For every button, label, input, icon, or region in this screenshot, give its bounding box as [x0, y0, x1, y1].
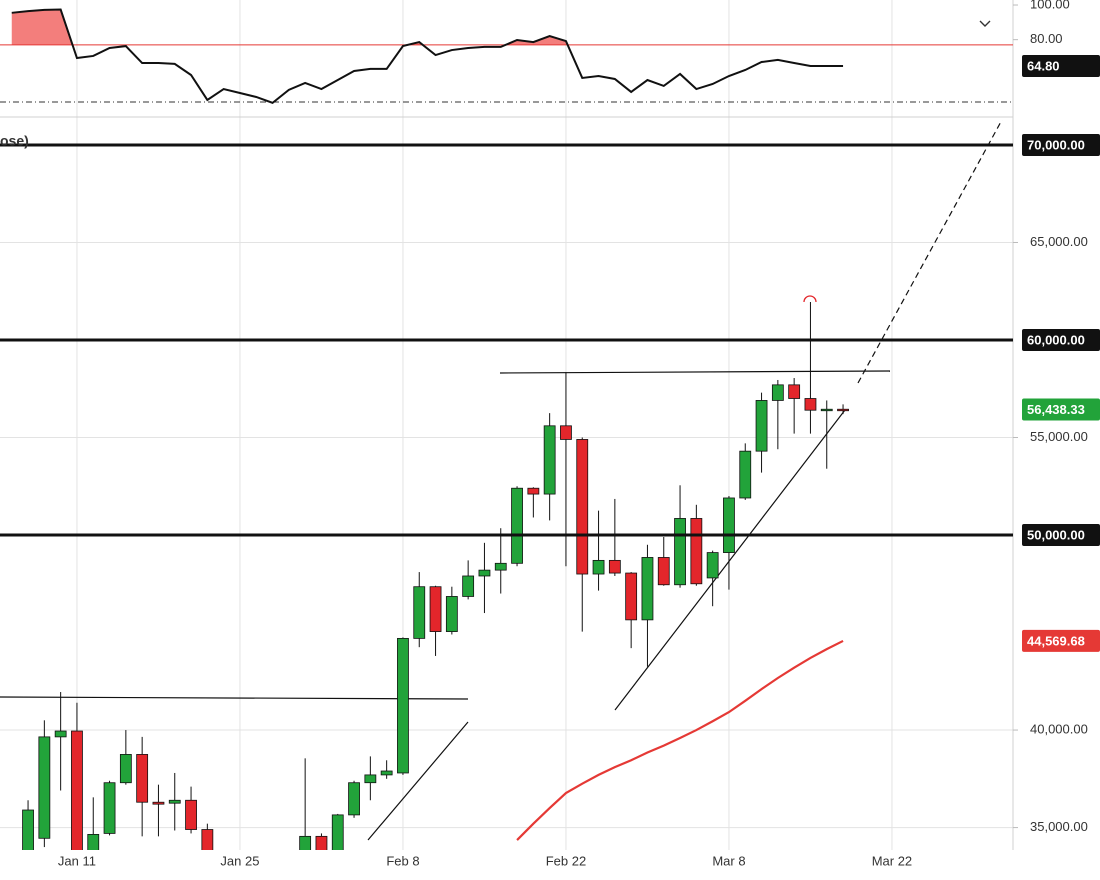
x-tick-label: Feb 22 — [546, 853, 586, 868]
y-tick-label: 35,000.00 — [1030, 819, 1088, 834]
candle-body — [690, 518, 703, 585]
price-label: 50,000.00 — [1027, 527, 1085, 542]
candle-body — [152, 801, 165, 805]
candle-body — [185, 799, 197, 830]
candle-body — [397, 637, 409, 774]
candle-body — [641, 557, 654, 621]
candle-body — [38, 736, 51, 839]
candle-body — [804, 398, 817, 411]
trendline — [367, 721, 469, 841]
candle-body — [331, 814, 344, 850]
candle-body — [413, 586, 426, 639]
candle-body — [625, 572, 638, 621]
candle-body — [445, 596, 458, 632]
chart-title: ose) — [0, 133, 29, 149]
y-tick-label: 80.00 — [1030, 31, 1063, 46]
x-tick-label: Jan 25 — [220, 853, 259, 868]
candle-body — [755, 400, 768, 452]
price-label: 70,000.00 — [1027, 137, 1085, 152]
x-tick-label: Mar 22 — [872, 853, 912, 868]
collapse-button[interactable] — [979, 20, 991, 27]
candle-body — [429, 586, 442, 632]
candle-body — [560, 425, 572, 440]
candle-body — [136, 754, 149, 803]
candle-body — [201, 829, 214, 850]
x-tick-label: Jan 11 — [58, 853, 96, 868]
trendline — [614, 409, 846, 711]
y-tick-label: 100.00 — [1030, 0, 1070, 11]
candle-body — [674, 518, 686, 586]
candle-body — [592, 559, 605, 575]
y-tick-label: 65,000.00 — [1030, 234, 1088, 249]
x-tick-label: Feb 8 — [386, 853, 419, 868]
y-tick-label: 40,000.00 — [1030, 721, 1088, 736]
x-tick-label: Mar 8 — [712, 853, 745, 868]
price-label-box — [1022, 629, 1100, 652]
candle-body — [723, 497, 735, 553]
y-tick-label: 55,000.00 — [1030, 429, 1088, 444]
candle-body — [543, 425, 556, 495]
trendline — [499, 370, 891, 374]
candle-body — [576, 439, 589, 575]
price-label: 44,569.68 — [1027, 633, 1085, 648]
candle-body — [348, 782, 360, 816]
price-label: 60,000.00 — [1027, 332, 1085, 347]
candle-body — [820, 408, 833, 412]
price-label-box — [1022, 54, 1100, 77]
candle-body — [706, 552, 719, 579]
price-label: 64.80 — [1027, 58, 1060, 73]
indicator-panel — [0, 8, 1013, 105]
candle-body — [771, 384, 784, 401]
candle-body — [22, 809, 34, 850]
moving-average — [516, 639, 844, 841]
candle-body — [54, 730, 67, 738]
candle-body — [788, 384, 801, 399]
price-label: 56,438.33 — [1027, 402, 1085, 417]
price-label-box — [1022, 524, 1100, 547]
candle-body — [103, 782, 116, 834]
candle-body — [462, 575, 475, 597]
candle-body — [494, 562, 507, 571]
candle-body — [739, 450, 752, 499]
candle-body — [837, 408, 849, 412]
candle-body — [527, 487, 540, 495]
candle-body — [478, 569, 491, 577]
candle-body — [315, 835, 328, 850]
axes: Jan 11 Jan 25 Feb 8 Feb 22 Mar 8 Mar 22 100.00… — [58, 0, 1100, 868]
indicator-line — [11, 8, 844, 105]
candle-body — [119, 754, 132, 784]
price-label-box — [1022, 398, 1100, 421]
candle-body — [168, 799, 181, 804]
candle-body — [87, 833, 100, 850]
candle-body — [608, 559, 621, 574]
marker — [803, 295, 817, 303]
price-panel — [0, 120, 1013, 850]
candle-body — [657, 557, 670, 586]
candle-body — [380, 770, 393, 776]
candle-body — [364, 774, 377, 784]
candle-body — [299, 835, 312, 850]
candle-body — [71, 730, 83, 850]
candle-body — [511, 487, 523, 564]
price-label-box — [1022, 133, 1100, 156]
price-label-box — [1022, 328, 1100, 351]
grid — [0, 0, 1013, 850]
trendline — [0, 696, 469, 700]
